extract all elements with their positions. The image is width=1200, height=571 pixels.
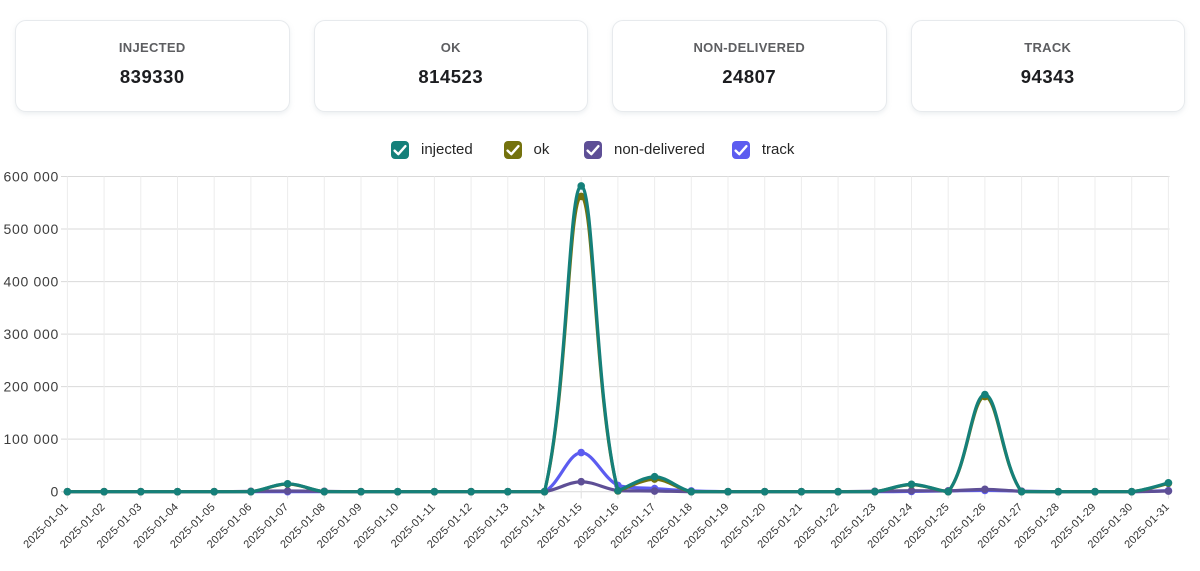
svg-text:300 000: 300 000 bbox=[3, 326, 59, 342]
svg-text:100 000: 100 000 bbox=[3, 431, 59, 447]
svg-text:200 000: 200 000 bbox=[3, 379, 59, 395]
svg-text:600 000: 600 000 bbox=[3, 169, 59, 185]
svg-text:400 000: 400 000 bbox=[3, 274, 59, 290]
svg-text:500 000: 500 000 bbox=[3, 221, 59, 237]
svg-text:0: 0 bbox=[51, 484, 60, 500]
